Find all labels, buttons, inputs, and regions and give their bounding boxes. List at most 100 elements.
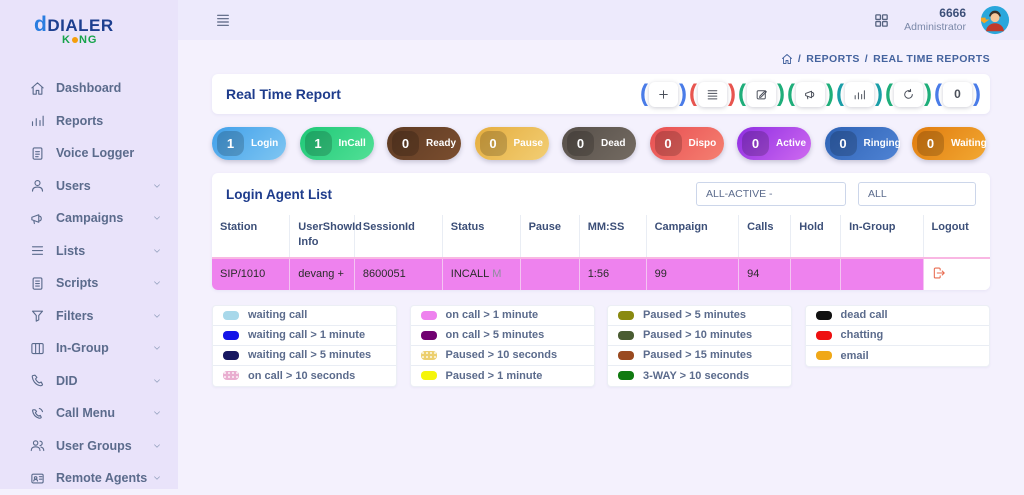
chevron-down-icon — [152, 246, 162, 256]
legend-swatch — [421, 331, 437, 340]
ingroup-icon — [30, 341, 45, 356]
topbar: 6666 Administrator — [178, 0, 1024, 40]
legend-swatch — [421, 371, 437, 380]
group-filter-select[interactable]: ALL — [858, 182, 976, 206]
sidebar-item-users[interactable]: Users — [0, 170, 178, 203]
legend-label: chatting — [841, 329, 884, 341]
legend-label: on call > 1 minute — [446, 309, 539, 321]
apps-grid-icon[interactable] — [873, 12, 890, 29]
cell: 8600051 — [354, 258, 442, 290]
brand-dot-icon — [72, 37, 78, 43]
legend-label: Paused > 10 seconds — [446, 349, 558, 361]
legend-swatch — [223, 371, 239, 380]
megaphone-icon — [30, 211, 45, 226]
plus-icon — [657, 88, 670, 101]
phone-icon — [30, 373, 45, 388]
home-icon[interactable] — [781, 53, 793, 65]
user-menu[interactable]: 6666 Administrator — [904, 6, 966, 34]
sidebar-item-label: Dashboard — [56, 81, 121, 95]
sidebar-item-label: Remote Agents — [56, 471, 147, 485]
sidebar-item-voice-logger[interactable]: Voice Logger — [0, 137, 178, 170]
sidebar-item-label: Users — [56, 179, 91, 193]
sidebar-toggle-burger-icon[interactable] — [214, 12, 232, 28]
menu-button[interactable]: () — [688, 82, 737, 107]
badge-count: 1 — [305, 131, 332, 156]
sidebar-item-filters[interactable]: Filters — [0, 300, 178, 333]
legend-label: email — [841, 350, 869, 362]
sidebar-item-reports[interactable]: Reports — [0, 105, 178, 138]
sidebar-item-label: User Groups — [56, 439, 132, 453]
logout-icon[interactable] — [932, 266, 946, 280]
brand-name: DIALER — [47, 16, 113, 35]
sidebar-item-dashboard[interactable]: Dashboard — [0, 72, 178, 105]
breadcrumb: / REPORTS / REAL TIME REPORTS — [212, 53, 990, 65]
brand-d-icon: d — [34, 13, 47, 36]
legend-label: on call > 5 minutes — [446, 329, 545, 341]
sidebar-item-in-group[interactable]: In-Group — [0, 332, 178, 365]
legend-item-waiting-call: waiting call — [213, 306, 396, 326]
legend-swatch — [816, 331, 832, 340]
legend-item-paused-5-minutes: Paused > 5 minutes — [608, 306, 791, 326]
legend-swatch — [618, 351, 634, 360]
avatar[interactable] — [980, 5, 1010, 35]
breadcrumb-reports[interactable]: REPORTS — [806, 53, 860, 65]
sidebar-item-lists[interactable]: Lists — [0, 235, 178, 268]
legend-item-on-call-1-minute: on call > 1 minute — [411, 306, 594, 326]
sidebar-item-label: Scripts — [56, 276, 98, 290]
col-mm-ss: MM:SS — [579, 215, 646, 258]
legend-item-paused-10-minutes: Paused > 10 minutes — [608, 326, 791, 346]
script-icon — [30, 276, 45, 291]
sidebar-item-scripts[interactable]: Scripts — [0, 267, 178, 300]
sidebar-item-label: DID — [56, 374, 78, 388]
col-campaign: Campaign — [646, 215, 739, 258]
main-content: / REPORTS / REAL TIME REPORTS Real Time … — [178, 40, 1024, 489]
cell: 1:56 — [579, 258, 646, 290]
counter-value: 0 — [943, 82, 972, 107]
legend-item-dead-call: dead call — [806, 306, 989, 326]
col-hold: Hold — [791, 215, 841, 258]
campaign-filter-select[interactable]: ALL-ACTIVE - — [696, 182, 846, 206]
col-calls: Calls — [739, 215, 791, 258]
sidebar-item-call-menu[interactable]: Call Menu — [0, 397, 178, 430]
badge-count: 0 — [392, 131, 419, 156]
chevron-down-icon — [152, 343, 162, 353]
legend-swatch — [223, 351, 239, 360]
usergroups-icon — [30, 438, 45, 453]
sidebar-menu: Dashboard Reports Voice Logger Users Campaig… — [0, 72, 178, 495]
megaphone-icon — [804, 88, 817, 101]
legend-item-3-way-10-seconds: 3-WAY > 10 seconds — [608, 366, 791, 386]
badge-label: Active — [776, 138, 806, 149]
sidebar-item-remote-agents[interactable]: Remote Agents — [0, 462, 178, 495]
broadcast-button[interactable]: () — [786, 82, 835, 107]
sidebar-item-user-groups[interactable]: User Groups — [0, 430, 178, 463]
add-button[interactable]: () — [639, 82, 688, 107]
breadcrumb-real-time-reports[interactable]: REAL TIME REPORTS — [873, 53, 990, 65]
badge-count: 0 — [917, 131, 944, 156]
sidebar-item-campaigns[interactable]: Campaigns — [0, 202, 178, 235]
sidebar-item-label: Reports — [56, 114, 103, 128]
sidebar-item-label: Campaigns — [56, 211, 123, 225]
legend-item-paused-10-seconds: Paused > 10 seconds — [411, 346, 594, 366]
stats-button[interactable]: () — [835, 82, 884, 107]
counter-button[interactable]: (0) — [933, 82, 982, 107]
badge-count: 0 — [655, 131, 682, 156]
user-role: Administrator — [904, 21, 966, 34]
sidebar-item-label: Lists — [56, 244, 85, 258]
chart-icon — [853, 88, 866, 101]
sidebar-item-did[interactable]: DID — [0, 365, 178, 398]
refresh-button[interactable]: () — [884, 82, 933, 107]
cell: 94 — [739, 258, 791, 290]
edit-button[interactable]: () — [737, 82, 786, 107]
